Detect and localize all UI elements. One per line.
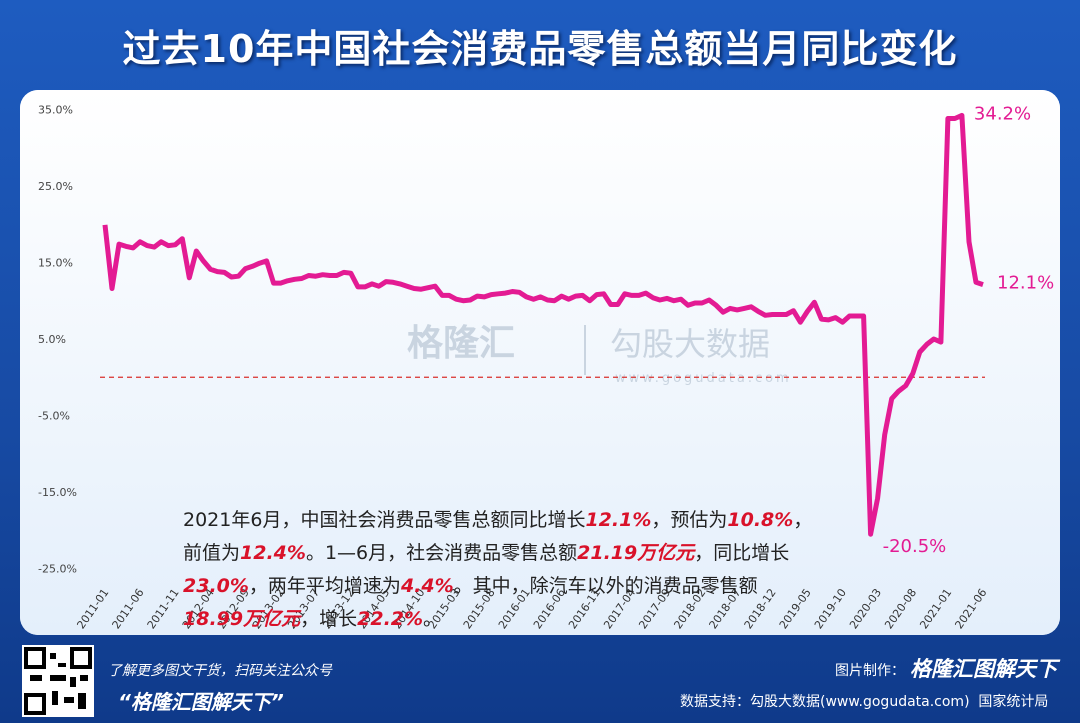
note-highlight: 4.4%	[400, 575, 454, 597]
note-highlight: 12.1%	[585, 509, 652, 531]
note-highlight: 23.0%	[183, 575, 249, 597]
watermark: 勾股大数据	[610, 325, 770, 363]
y-tick-label: -15.0%	[38, 486, 77, 499]
note-highlight: 12.4%	[240, 542, 306, 564]
watermark: www.gogudata.com	[615, 371, 792, 386]
note-text: 2021年6月，中国社会消费品零售总额同比增长	[183, 509, 586, 531]
value-label: 34.2%	[974, 103, 1031, 124]
note-text: 。其中，除汽车以外的消费品零售额	[453, 575, 758, 597]
footer-brand: 格隆汇图解天下	[910, 657, 1057, 681]
qr-pattern	[24, 647, 92, 715]
note-highlight: 22.2%	[357, 608, 424, 630]
value-label: -20.5%	[883, 536, 947, 557]
footer-source: 数据支持：勾股大数据(www.gogudata.com) 国家统计局	[680, 694, 1049, 710]
y-tick-label: 25.0%	[38, 180, 73, 193]
footer-made-by: 图片制作：	[835, 663, 905, 679]
value-label: 12.1%	[997, 273, 1054, 294]
y-tick-label: -25.0%	[38, 563, 77, 576]
note-text: ，两年平均增速为	[248, 575, 401, 597]
watermark: 格隆汇	[407, 323, 515, 364]
y-tick-label: 15.0%	[38, 256, 73, 269]
title: 过去10年中国社会消费品零售总额当月同比变化	[122, 27, 958, 71]
note-highlight: 21.19万亿元	[577, 542, 695, 564]
note-highlight: 18.99万亿元	[183, 608, 301, 630]
note-text: ，预估为	[651, 509, 728, 531]
chart-bg	[20, 90, 1060, 635]
chart: 格隆汇 勾股大数据 www.gogudata.com 35.0% 25.0% 15.…	[20, 90, 1060, 635]
footer-account: “格隆汇图解天下”	[118, 690, 284, 714]
chart-panel: 格隆汇 勾股大数据 www.gogudata.com 35.0% 25.0% 15.…	[20, 90, 1060, 635]
note-text: ，前值为	[183, 509, 813, 564]
y-tick-label: -5.0%	[38, 410, 70, 423]
note-highlight: 10.8%	[727, 509, 794, 531]
line	[102, 112, 984, 537]
note-text: ，增长	[300, 608, 358, 630]
y-tick-label: 35.0%	[38, 103, 73, 116]
qr-code	[22, 645, 94, 717]
note-text: 。	[423, 608, 443, 630]
note: 2021年6月，中国社会消费品零售总额同比增长12.1%，预估为10.8%，前值…	[183, 504, 813, 636]
y-tick-label: 5.0%	[38, 333, 66, 346]
footer-scan: 了解更多图文干货，扫码关注公众号	[108, 663, 332, 679]
note-text: ，同比增长	[694, 542, 790, 564]
note-text: 。1—6月，社会消费品零售总额	[305, 542, 578, 564]
